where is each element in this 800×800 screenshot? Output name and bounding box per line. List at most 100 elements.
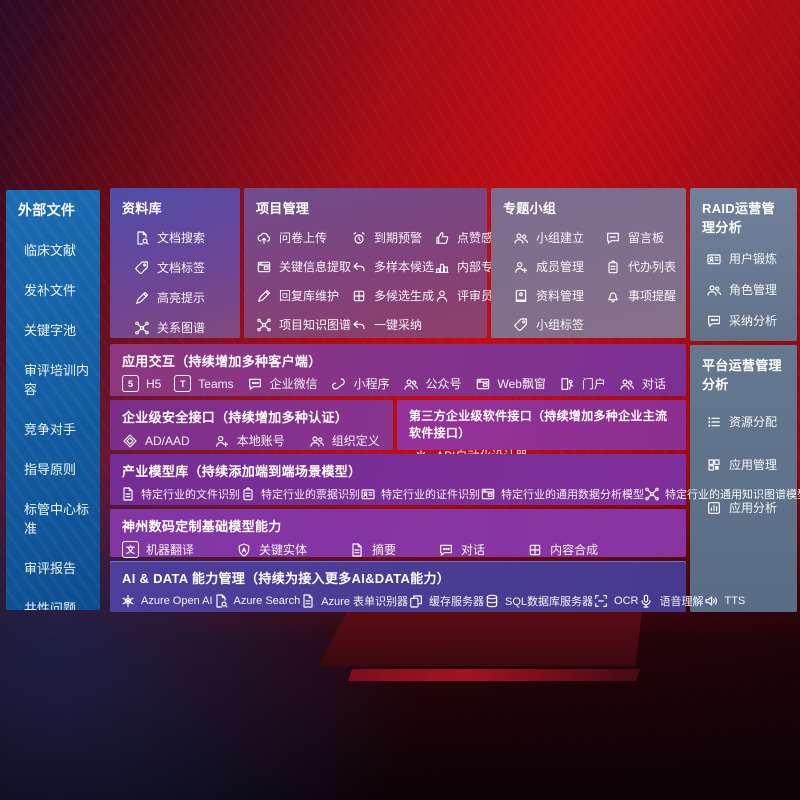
openai-icon [120,593,136,609]
database-icon [484,593,500,609]
panel-title: AI & DATA 能力管理（持续为接入更多AI&DATA能力） [122,571,451,586]
panes-icon [351,288,367,304]
panel-project-management: 项目管理 问卷上传 关键信息提取 回复库维护 项目知识图谱 到期预警 多样本候选… [244,188,529,338]
item-content-synthesis: 内容合成 [527,541,598,558]
item-industry-receipt-recognition: 特定行业的票据识别 [240,486,360,502]
item-industry-knowledge-graph-model: 特定行业的通用知识图谱模型 [644,486,800,502]
teams-icon: T [174,375,192,392]
id-card-icon [360,486,376,502]
item-speech-understanding: 语音理解 [638,593,703,609]
dialog-people-icon [619,376,635,392]
item-app-analysis: 应用分析 [706,499,797,516]
panes-icon [527,542,543,558]
diamond-icon [122,433,138,449]
item-multi-sample-candidate: 多样本候选 [351,258,434,275]
item-group-create: 小组建立 [513,229,605,246]
item-material-manage: 资料管理 [513,287,605,304]
panel-title: 外部文件 [18,202,76,218]
item-sql-server: SQL数据库服务器 [484,593,593,609]
clipboard-icon [605,259,621,275]
item-ocr: OCR [593,593,638,609]
wecom-chat-icon [247,376,263,392]
sidebar-item-review-training: 审评培训内容 [24,363,90,397]
chat-bubble-icon [438,542,454,558]
item-highlight-tip: 高亮提示 [134,289,240,306]
panel-title: 产业模型库（持续添加端到端场景模型） [122,464,362,479]
edit-pen-icon [256,288,272,304]
panel-platform-analysis: 平台运营管理分析 资源分配 应用管理 应用分析 [690,345,797,612]
item-project-knowledge-graph: 项目知识图谱 [256,316,351,333]
panel-library: 资料库 文档搜索 文档标签 高亮提示 关系图谱 文档分类 [110,188,240,365]
item-azure-openai: Azure Open AI [120,593,213,609]
id-card-icon [706,251,722,267]
item-message-board: 留言板 [605,229,676,246]
tag-icon [513,317,529,333]
sidebar-item-center-standards: 标管中心标准 [24,502,90,536]
laptop-silhouette [318,612,642,666]
sidebar-item-supplement-files: 发补文件 [24,283,77,298]
reply-arrow-icon [351,259,367,275]
panel-thirdparty-interface: 第三方企业级软件接口（持续增加多种企业主流软件接口） API自动化设计器 [397,400,686,463]
doc-search-icon [134,230,150,246]
item-resource-allocation: 资源分配 [706,413,797,430]
item-app-manage: 应用管理 [706,456,797,473]
portal-door-icon [559,376,575,392]
h5-icon: 5 [122,375,139,392]
person-icon [434,288,450,304]
sidebar-item-common-issues: 共性问题 [24,601,77,610]
panel-title: 应用交互（持续增加多种客户端） [122,354,322,369]
item-industry-certificate-recognition: 特定行业的证件识别 [360,486,480,502]
panel-topic-groups: 专题小组 小组建立 成员管理 资料管理 小组标签 留言板 代办列表 事项提醒 [491,188,686,338]
official-account-icon [403,376,419,392]
knowledge-graph-icon [256,317,272,333]
ocr-brackets-icon [593,593,609,609]
item-portal: 门户 [559,375,606,392]
item-miniprogram: 小程序 [331,375,390,392]
item-official-account: 公众号 [403,375,462,392]
panel-industry-models: 产业模型库（持续添加端到端场景模型） 特定行业的文件识别 特定行业的票据识别 特… [110,454,800,505]
image-doc-icon [256,259,272,275]
receipt-icon [240,486,256,502]
panel-title: 企业级安全接口（持续增加多种认证） [122,410,349,425]
sidebar-item-competitors: 竞争对手 [24,422,77,437]
item-web-popup: Web飘窗 [475,375,546,392]
thumbs-up-icon [434,230,450,246]
item-industry-data-analysis-model: 特定行业的通用数据分析模型 [480,486,644,502]
translate-icon: 文 [122,541,139,558]
people-icon [513,230,529,246]
item-org-define: 组织定义 [309,432,380,449]
web-popup-icon [475,376,491,392]
sidebar-item-keyword-pool: 关键字池 [24,323,77,338]
org-people-icon [309,433,325,449]
item-industry-file-recognition: 特定行业的文件识别 [120,486,240,502]
mic-icon [638,593,654,609]
item-machine-translation: 文机器翻译 [122,541,194,558]
sidebar-item-review-reports: 审评报告 [24,561,77,576]
item-item-reminder: 事项提醒 [605,287,676,304]
item-due-warning: 到期预警 [351,229,434,246]
bbs-board-icon [605,230,621,246]
form-doc-icon [300,593,316,609]
cache-server-icon [408,593,424,609]
item-user-training: 用户锻炼 [706,250,797,267]
sidebar-item-guidelines: 指导原则 [24,462,77,477]
shield-a-icon [236,542,252,558]
sidebar-item-clinical-literature: 临床文献 [24,243,77,258]
summary-doc-icon [349,542,365,558]
grid-icon [706,457,722,473]
item-questionnaire-upload: 问卷上传 [256,229,351,246]
item-teams: T Teams [174,375,234,392]
panel-raid-analysis: RAID运营管理分析 用户锻炼 角色管理 采纳分析 问题趋势 [690,188,797,359]
knowledge-graph-icon [644,486,660,502]
laptop-hinge-bar [347,669,641,681]
panel-external-files: 外部文件 临床文献 发补文件 关键字池 审评培训内容 竞争对手 指导原则 标管中… [6,190,100,610]
item-local-account: 本地账号 [214,432,285,449]
list-icon [706,414,722,430]
panel-title: 平台运营管理分析 [702,358,782,392]
book-icon [513,288,529,304]
item-adoption-analysis: 采纳分析 [706,312,797,329]
item-group-tag: 小组标签 [513,316,605,333]
item-doc-search: 文档搜索 [134,229,240,246]
item-todo-list: 代办列表 [605,258,676,275]
item-doc-tag: 文档标签 [134,259,240,276]
